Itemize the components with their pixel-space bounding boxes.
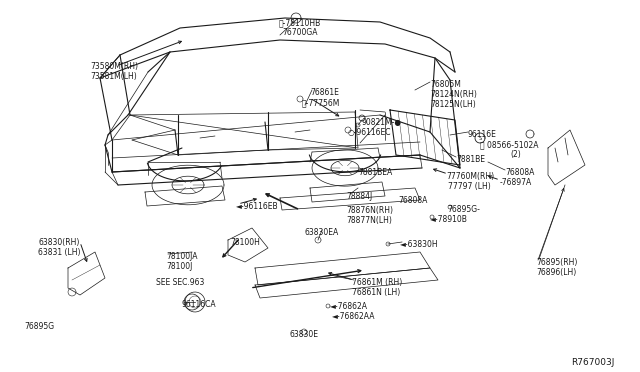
Text: 78124N(RH): 78124N(RH): [430, 90, 477, 99]
Text: ◄-76862A: ◄-76862A: [330, 302, 368, 311]
Text: (2): (2): [510, 150, 521, 159]
Text: 78884J: 78884J: [346, 192, 372, 201]
Text: 76861N (LH): 76861N (LH): [352, 288, 400, 297]
Text: 76805M: 76805M: [430, 80, 461, 89]
Text: 78125N(LH): 78125N(LH): [430, 100, 476, 109]
Text: 63830E: 63830E: [289, 330, 319, 339]
Text: 76895(RH): 76895(RH): [536, 258, 577, 267]
Text: 76861M (RH): 76861M (RH): [352, 278, 403, 287]
Text: ◄-63830H: ◄-63830H: [400, 240, 438, 249]
Text: 90821M-●: 90821M-●: [362, 118, 402, 127]
Text: 78100JA: 78100JA: [166, 252, 198, 261]
Text: 76808A: 76808A: [398, 196, 428, 205]
Text: 7881BEA: 7881BEA: [358, 168, 392, 177]
Text: 96116CA: 96116CA: [182, 300, 216, 309]
Text: ◄-96116EB: ◄-96116EB: [236, 202, 278, 211]
Text: R767003J: R767003J: [572, 358, 615, 367]
Text: 76895G-: 76895G-: [447, 205, 480, 214]
Text: 63830EA: 63830EA: [305, 228, 339, 237]
Text: 77760M(RH): 77760M(RH): [446, 172, 494, 181]
Text: 7881BE: 7881BE: [456, 155, 485, 164]
Text: 76808A: 76808A: [505, 168, 534, 177]
Text: 77797 (LH): 77797 (LH): [448, 182, 491, 191]
Text: 76895G: 76895G: [24, 322, 54, 331]
Text: -76897A: -76897A: [500, 178, 532, 187]
Text: 78876N(RH): 78876N(RH): [346, 206, 393, 215]
Text: 96116E: 96116E: [468, 130, 497, 139]
Text: S: S: [479, 135, 481, 141]
Text: 63830(RH): 63830(RH): [38, 238, 79, 247]
Text: 78100J: 78100J: [166, 262, 193, 271]
Text: Ⓢ 08566-5102A: Ⓢ 08566-5102A: [480, 140, 538, 149]
Text: 73581M(LH): 73581M(LH): [90, 72, 137, 81]
Text: Ⓧ-77756M: Ⓧ-77756M: [302, 98, 340, 107]
Text: 73580M(RH): 73580M(RH): [90, 62, 138, 71]
Text: SEE SEC.963: SEE SEC.963: [156, 278, 204, 287]
Text: ◄-76862AA: ◄-76862AA: [332, 312, 376, 321]
Text: 78100H: 78100H: [230, 238, 260, 247]
Text: ◄-78910B: ◄-78910B: [430, 215, 468, 224]
Text: 76700GA: 76700GA: [282, 28, 317, 37]
Text: 76861E: 76861E: [310, 88, 339, 97]
Text: Ⓢ-78110HB: Ⓢ-78110HB: [279, 18, 321, 27]
Text: ○-96116EC: ○-96116EC: [348, 128, 392, 137]
Text: 78877N(LH): 78877N(LH): [346, 216, 392, 225]
Text: 63831 (LH): 63831 (LH): [38, 248, 81, 257]
Text: 76896(LH): 76896(LH): [536, 268, 576, 277]
